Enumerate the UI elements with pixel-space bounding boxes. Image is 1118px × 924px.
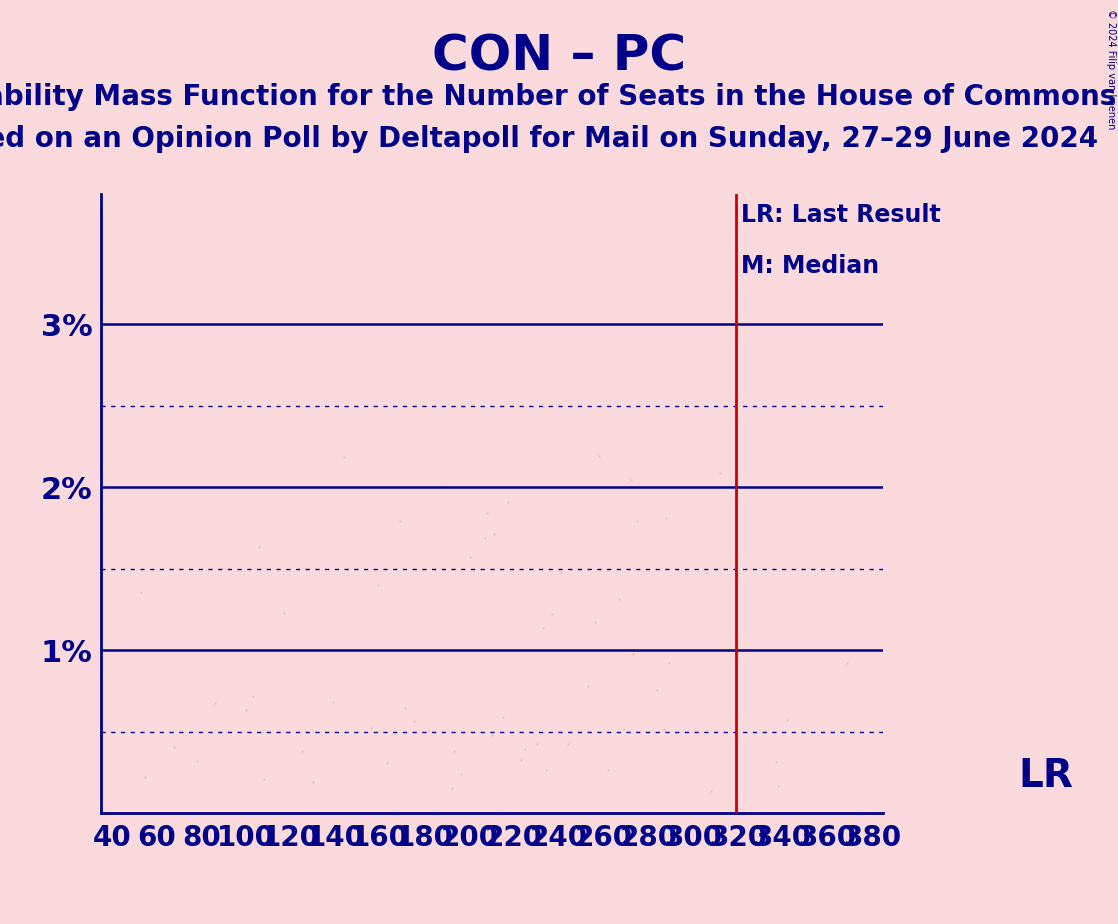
- Text: Probability Mass Function for the Number of Seats in the House of Commons: Probability Mass Function for the Number…: [0, 83, 1117, 111]
- Text: CON – PC: CON – PC: [432, 32, 686, 80]
- Text: LR: Last Result: LR: Last Result: [741, 203, 941, 227]
- Text: © 2024 Filip van Laenen: © 2024 Filip van Laenen: [1106, 9, 1116, 129]
- Text: M: Median: M: Median: [741, 254, 880, 278]
- Text: Based on an Opinion Poll by Deltapoll for Mail on Sunday, 27–29 June 2024: Based on an Opinion Poll by Deltapoll fo…: [0, 125, 1098, 152]
- Text: LR: LR: [1018, 757, 1073, 795]
